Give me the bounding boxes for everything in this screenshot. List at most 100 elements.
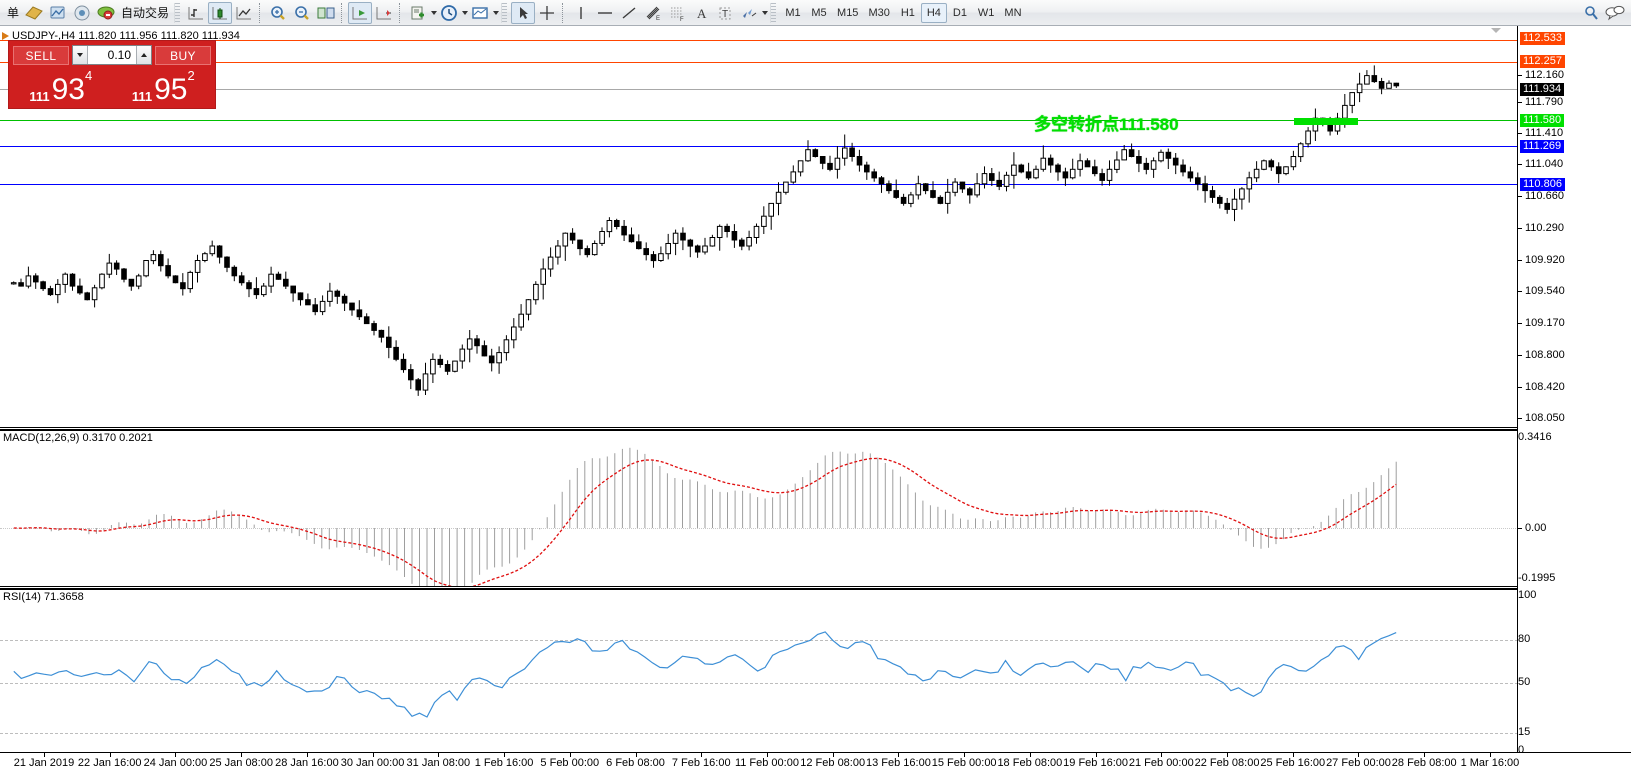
zoom-out-icon[interactable] bbox=[290, 2, 314, 24]
sell-price-sup: 4 bbox=[84, 68, 93, 83]
time-axis[interactable]: 21 Jan 2019 22 Jan 16:00 24 Jan 00:00 25 Ja… bbox=[0, 752, 1631, 776]
zoom-in-icon[interactable] bbox=[266, 2, 290, 24]
timeframe-m1[interactable]: M1 bbox=[785, 6, 801, 19]
time-tick bbox=[306, 753, 308, 757]
annotation-highlight-bar[interactable] bbox=[1294, 118, 1358, 125]
level-line-111580[interactable] bbox=[0, 120, 1517, 121]
rsi-series bbox=[13, 631, 1397, 718]
timeframe-m5[interactable]: M5 bbox=[811, 6, 827, 19]
price-badge-112257[interactable]: 112.257 bbox=[1520, 55, 1565, 68]
one-click-trading-panel[interactable]: SELL 0.10 BUY 111 93 4 111 95 2 bbox=[8, 40, 216, 109]
new-order-label[interactable]: 单 bbox=[7, 6, 20, 20]
level-line-110806[interactable] bbox=[0, 184, 1517, 185]
autotrading-icon[interactable] bbox=[94, 2, 118, 24]
toolbar-grip-2[interactable] bbox=[501, 2, 508, 23]
time-tick bbox=[1161, 753, 1163, 757]
indicators-icon[interactable] bbox=[406, 2, 430, 24]
chat-icon[interactable] bbox=[1603, 2, 1627, 24]
price-tick: 108.050 bbox=[1518, 412, 1565, 424]
time-tick bbox=[372, 753, 374, 757]
time-axis-label: 18 Feb 08:00 bbox=[997, 757, 1063, 769]
bar-chart-icon[interactable] bbox=[184, 2, 208, 24]
chart-collapse-icon[interactable] bbox=[1491, 28, 1501, 33]
pane-divider-1[interactable] bbox=[0, 427, 1517, 430]
text-label-icon[interactable]: T bbox=[713, 2, 737, 24]
chart-shift-icon[interactable] bbox=[372, 2, 396, 24]
timeframe-m15[interactable]: M15 bbox=[837, 6, 859, 19]
time-axis-label: 30 Jan 00:00 bbox=[340, 757, 405, 769]
toolbar-grip[interactable] bbox=[174, 2, 181, 23]
templates-dropdown-caret[interactable] bbox=[493, 10, 500, 15]
timeframe-d1[interactable]: D1 bbox=[952, 6, 967, 19]
price-tick: 109.170 bbox=[1518, 317, 1565, 329]
tile-windows-icon[interactable] bbox=[314, 2, 338, 24]
sell-price[interactable]: 111 93 4 bbox=[11, 66, 111, 106]
candlestick-chart-icon[interactable] bbox=[208, 1, 233, 24]
time-tick bbox=[438, 753, 440, 757]
price-badge-111580[interactable]: 111.580 bbox=[1520, 114, 1565, 127]
timeframe-h1[interactable]: H1 bbox=[900, 6, 915, 19]
auto-scroll-icon[interactable] bbox=[348, 1, 373, 24]
toolbar-grip-3[interactable] bbox=[770, 2, 777, 23]
timeframe-mn[interactable]: MN bbox=[1004, 6, 1022, 19]
time-tick bbox=[1358, 753, 1360, 757]
periods-icon[interactable] bbox=[437, 2, 461, 24]
timeframe-m30[interactable]: M30 bbox=[868, 6, 890, 19]
line-chart-icon[interactable] bbox=[232, 2, 256, 24]
periods-dropdown-caret[interactable] bbox=[462, 10, 469, 15]
vertical-line-icon[interactable] bbox=[569, 2, 593, 24]
text-icon[interactable]: A bbox=[689, 2, 713, 24]
rsi-pane[interactable]: RSI(14) 71.3658 bbox=[0, 589, 1517, 752]
equidistant-channel-icon[interactable]: E bbox=[641, 2, 665, 24]
fibonacci-icon[interactable]: F bbox=[665, 2, 689, 24]
volume-decrease-button[interactable] bbox=[73, 46, 88, 64]
cursor-icon[interactable] bbox=[511, 1, 536, 24]
shapes-dropdown-caret[interactable] bbox=[762, 10, 769, 15]
sell-button[interactable]: SELL bbox=[13, 45, 69, 65]
time-tick bbox=[44, 753, 45, 757]
templates-icon[interactable] bbox=[468, 2, 492, 24]
last-price-line bbox=[0, 89, 1517, 90]
charts-icon[interactable] bbox=[22, 2, 46, 24]
macd-pane[interactable]: MACD(12,26,9) 0.3170 0.2021 bbox=[0, 430, 1517, 586]
price-axis[interactable]: 112.160 111.790 111.410 111.040 110.660 … bbox=[1518, 26, 1631, 756]
shapes-icon[interactable] bbox=[737, 2, 761, 24]
volume-increase-button[interactable] bbox=[136, 46, 151, 64]
level-line-112533[interactable] bbox=[0, 40, 1517, 41]
navigator-icon[interactable] bbox=[70, 2, 94, 24]
time-tick bbox=[1029, 753, 1031, 757]
crosshair-icon[interactable] bbox=[535, 2, 559, 24]
time-tick bbox=[241, 753, 243, 757]
price-tick: 111.790 bbox=[1518, 96, 1563, 108]
search-icon[interactable] bbox=[1579, 2, 1603, 24]
chart-plot-area[interactable]: 多空转折点111.580 MACD(12,26,9) 0.3170 0.2021… bbox=[0, 26, 1518, 752]
macd-label: MACD(12,26,9) 0.3170 0.2021 bbox=[3, 432, 153, 444]
time-axis-label: 22 Feb 08:00 bbox=[1194, 757, 1260, 769]
time-axis-label: 25 Jan 08:00 bbox=[209, 757, 273, 769]
level-line-112257[interactable] bbox=[0, 62, 1517, 63]
horizontal-line-icon[interactable] bbox=[593, 2, 617, 24]
buy-price[interactable]: 111 95 2 bbox=[114, 66, 214, 106]
chart-window[interactable]: USDJPY-,H4 111.820 111.956 111.820 111.9… bbox=[0, 26, 1631, 776]
timeframe-w1[interactable]: W1 bbox=[977, 6, 995, 19]
timeframe-h4[interactable]: H4 bbox=[920, 2, 947, 23]
time-axis-label: 6 Feb 08:00 bbox=[606, 757, 665, 769]
buy-button[interactable]: BUY bbox=[155, 45, 211, 65]
market-watch-icon[interactable] bbox=[46, 2, 70, 24]
buy-price-big: 95 bbox=[154, 73, 188, 106]
volume-stepper[interactable]: 0.10 bbox=[72, 45, 152, 65]
time-tick bbox=[898, 753, 900, 757]
volume-input[interactable]: 0.10 bbox=[88, 46, 136, 64]
autotrading-label[interactable]: 自动交易 bbox=[121, 6, 170, 20]
price-badge-112533[interactable]: 112.533 bbox=[1520, 32, 1565, 45]
price-badge-111269[interactable]: 111.269 bbox=[1520, 140, 1565, 153]
price-badge-110806[interactable]: 110.806 bbox=[1520, 178, 1565, 191]
pane-divider-2[interactable] bbox=[0, 586, 1517, 589]
chart-annotation-text[interactable]: 多空转折点111.580 bbox=[1034, 115, 1179, 134]
level-line-111269[interactable] bbox=[0, 146, 1517, 147]
price-pane[interactable]: 多空转折点111.580 bbox=[0, 26, 1517, 426]
time-axis-label: 24 Jan 00:00 bbox=[143, 757, 208, 769]
time-tick bbox=[1227, 753, 1229, 757]
trendline-icon[interactable] bbox=[617, 2, 641, 24]
indicators-dropdown-caret[interactable] bbox=[431, 10, 438, 15]
